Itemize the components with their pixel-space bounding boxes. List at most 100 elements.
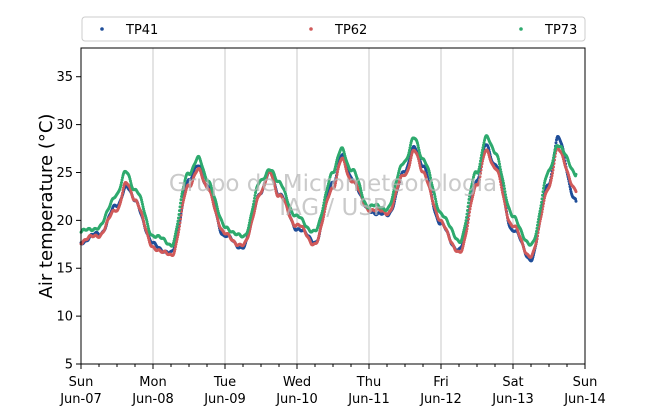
data-point <box>176 235 179 239</box>
data-point <box>429 190 432 194</box>
data-point <box>466 208 469 212</box>
data-point <box>498 177 502 181</box>
data-point <box>469 204 472 208</box>
data-point <box>503 187 506 191</box>
data-point <box>501 179 505 183</box>
data-point <box>334 181 337 185</box>
data-point <box>177 227 181 231</box>
data-point <box>502 197 506 201</box>
data-point <box>480 153 483 157</box>
data-point <box>321 206 325 210</box>
data-point <box>145 220 149 224</box>
data-point <box>417 146 420 150</box>
data-point <box>215 202 218 206</box>
data-point <box>180 192 184 196</box>
data-point <box>462 242 465 246</box>
data-point <box>120 180 123 184</box>
data-point <box>253 196 256 200</box>
y-tick-label: 20 <box>56 214 73 229</box>
data-point <box>322 204 325 208</box>
data-point <box>477 180 481 184</box>
data-point <box>335 176 338 180</box>
data-point <box>273 185 277 189</box>
data-point <box>248 221 251 225</box>
data-point <box>433 195 437 199</box>
series-layer <box>79 134 578 263</box>
data-point <box>499 180 502 184</box>
data-point <box>540 197 544 201</box>
data-point <box>175 227 178 231</box>
data-point <box>318 231 321 235</box>
series-tp73 <box>79 134 578 248</box>
data-point <box>471 180 474 184</box>
data-point <box>535 226 539 230</box>
data-point <box>174 232 177 236</box>
data-point <box>536 220 540 224</box>
legend-frame <box>81 16 586 42</box>
y-tick-label: 5 <box>65 358 73 373</box>
data-point <box>409 158 412 162</box>
data-point <box>173 247 177 251</box>
data-point <box>334 165 337 169</box>
data-point <box>498 165 502 169</box>
data-point <box>465 227 469 231</box>
data-point <box>343 162 347 166</box>
data-point <box>121 188 125 192</box>
data-point <box>146 224 150 228</box>
data-point <box>463 224 467 228</box>
data-point <box>390 197 394 201</box>
data-point <box>467 217 470 221</box>
data-point <box>408 161 412 165</box>
data-point <box>481 146 485 150</box>
data-point <box>535 239 538 243</box>
data-point <box>407 151 411 155</box>
x-tick-day: Fri <box>433 375 449 390</box>
x-axis: Sun Jun-07 Mon Jun-08 Tue Jun-09 Wed Jun-10 Thu J… <box>59 364 606 407</box>
data-point <box>180 194 183 198</box>
data-point <box>177 212 181 216</box>
data-point <box>534 234 537 238</box>
data-point <box>146 222 149 226</box>
data-point <box>248 218 252 222</box>
data-point <box>252 202 255 206</box>
data-point <box>538 209 542 213</box>
plot-area: Grupo de Micrometeorologia IAG / USP 5 10… <box>56 47 606 407</box>
data-point <box>541 190 545 194</box>
data-point <box>469 202 473 206</box>
x-tick-date: Jun-10 <box>275 392 318 407</box>
data-point <box>142 219 145 223</box>
data-point <box>215 205 219 209</box>
data-point <box>359 189 363 193</box>
series-tp62 <box>79 146 578 259</box>
data-point <box>121 191 124 195</box>
y-tick-label: 15 <box>56 262 73 277</box>
data-point <box>429 176 432 180</box>
data-point <box>211 200 215 204</box>
data-point <box>177 216 180 220</box>
data-point <box>183 181 186 185</box>
data-point <box>359 186 362 190</box>
data-point <box>499 170 503 174</box>
data-point <box>481 148 484 152</box>
data-point <box>554 141 558 145</box>
data-point <box>504 205 507 209</box>
legend: TP41 TP62 TP73 <box>81 16 586 42</box>
data-point <box>172 239 176 243</box>
data-point <box>482 143 485 147</box>
data-point <box>417 148 421 152</box>
data-point <box>497 157 500 161</box>
legend-label-tp62: TP62 <box>334 23 367 38</box>
data-point <box>181 203 184 207</box>
data-point <box>464 221 467 225</box>
data-point <box>334 162 338 166</box>
data-point <box>478 162 482 166</box>
data-point <box>247 223 251 227</box>
data-point <box>174 245 177 249</box>
watermark-line-1: Grupo de Micrometeorologia <box>169 171 497 197</box>
data-point <box>574 190 578 194</box>
y-tick-label: 25 <box>56 166 73 181</box>
x-tick-date: Jun-14 <box>563 392 606 407</box>
data-point <box>478 178 481 182</box>
data-point <box>181 201 185 205</box>
